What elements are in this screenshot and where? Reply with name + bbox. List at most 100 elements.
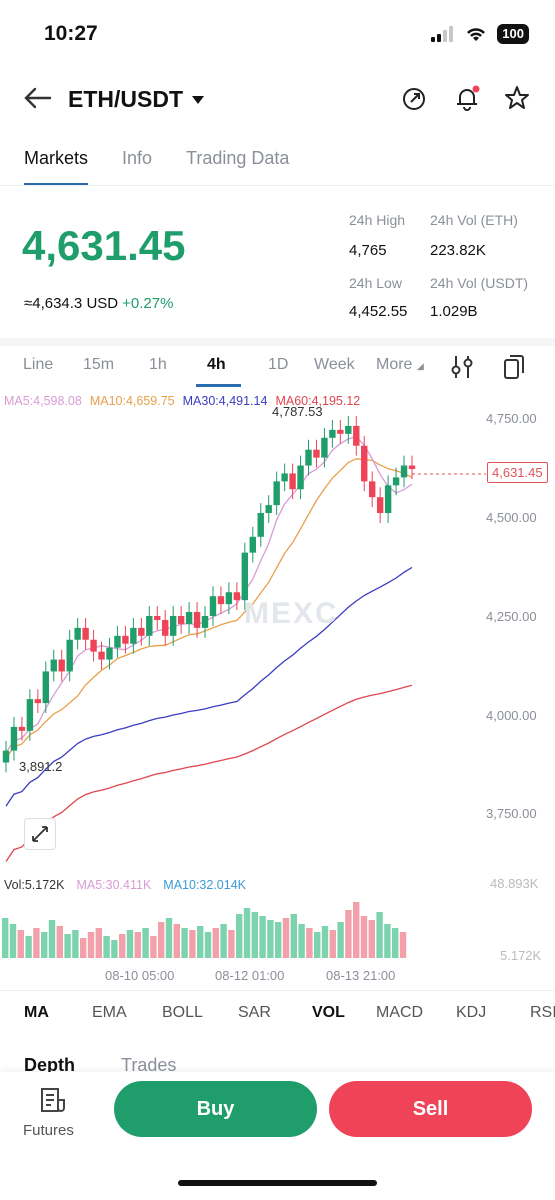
x-tick-3: 08-13 21:00 <box>326 968 396 983</box>
candle-body <box>233 592 241 601</box>
volume-bar <box>306 928 313 958</box>
volume-bar <box>150 936 157 958</box>
candle-body <box>281 473 288 482</box>
home-indicator <box>178 1180 377 1186</box>
bell-icon[interactable] <box>453 84 481 112</box>
tab-trading-data[interactable]: Trading Data <box>186 148 290 168</box>
last-price: 4,631.45 <box>22 222 186 269</box>
ind-ema[interactable]: EMA <box>92 1004 127 1021</box>
volume-bar <box>360 916 368 958</box>
tab-info[interactable]: Info <box>122 148 153 168</box>
tf-line[interactable]: Line <box>23 356 54 373</box>
volume-bar <box>9 924 17 958</box>
ind-macd[interactable]: MACD <box>376 1004 424 1021</box>
indicator-settings-icon[interactable] <box>450 354 474 380</box>
ind-kdj[interactable]: KDJ <box>456 1004 487 1021</box>
vol-usdt-label: 24h Vol (USDT) <box>430 275 529 291</box>
candle-body <box>353 425 360 446</box>
ind-ma[interactable]: MA <box>24 1004 49 1021</box>
vol-usdt-value: 1.029B <box>430 303 478 320</box>
timeframe-bar: Line 15m 1h 4h 1D Week More ◢ <box>0 354 555 386</box>
candle-body <box>217 596 225 605</box>
candle-body <box>408 465 416 470</box>
candle-body <box>169 616 177 636</box>
tf-more[interactable]: More ◢ <box>376 356 424 374</box>
volume-bar <box>17 930 24 958</box>
candle-body <box>114 635 121 648</box>
candlestick-chart[interactable] <box>0 412 555 872</box>
candle-body <box>26 699 34 731</box>
volume-bar <box>314 932 321 958</box>
low-value: 4,452.55 <box>349 303 408 320</box>
volume-bar <box>243 908 251 958</box>
tf-1d[interactable]: 1D <box>268 356 289 373</box>
volume-bar <box>321 926 329 958</box>
volume-bar <box>119 934 126 958</box>
ma10-legend: MA10:4,659.75 <box>89 394 175 408</box>
candle-body <box>130 627 137 644</box>
volume-bar <box>290 914 297 958</box>
volume-bar <box>64 934 71 958</box>
candle-body <box>66 639 73 672</box>
vol-tick-max: 48.893K <box>490 876 539 891</box>
signal-icon <box>431 26 454 42</box>
vol-ma5: MA5:30.411K <box>76 878 152 892</box>
vol-value: Vol:5.172K <box>4 878 65 892</box>
volume-bar <box>142 928 149 958</box>
tf-15m[interactable]: 15m <box>83 356 115 373</box>
page-tabs: Markets Info Trading Data <box>24 148 289 186</box>
wifi-icon <box>467 28 486 41</box>
tf-1h[interactable]: 1h <box>149 356 167 373</box>
candle-body <box>2 750 10 763</box>
tab-markets[interactable]: Markets <box>24 148 89 186</box>
candle-body <box>305 449 312 466</box>
ind-sar[interactable]: SAR <box>238 1004 271 1021</box>
y-tick-4250: 4,250.00 <box>486 609 537 624</box>
tab-trades[interactable]: Trades <box>121 1055 177 1075</box>
volume-bar <box>298 924 305 958</box>
tabs-divider <box>0 185 555 186</box>
high-marker: 4,787.53 <box>272 404 323 419</box>
star-icon[interactable] <box>503 84 531 112</box>
volume-bar <box>87 932 95 958</box>
candle-body <box>273 481 280 506</box>
pair-selector[interactable]: ETH/USDT <box>68 86 205 113</box>
volume-bar <box>181 928 188 958</box>
chart-mode-icon[interactable] <box>502 354 526 380</box>
back-arrow-icon[interactable] <box>22 86 52 110</box>
price-usd-row: ≈4,634.3 USD +0.27% <box>24 295 173 312</box>
ind-vol[interactable]: VOL <box>312 1004 345 1021</box>
candle-body <box>18 726 26 731</box>
candle-body <box>42 671 50 704</box>
volume-bar <box>267 920 274 958</box>
ind-boll[interactable]: BOLL <box>162 1004 203 1021</box>
ind-rsi[interactable]: RSI <box>530 1004 555 1021</box>
vol-eth-value: 223.82K <box>430 242 486 259</box>
tf-week[interactable]: Week <box>314 356 355 373</box>
volume-bar <box>95 928 102 958</box>
tab-depth[interactable]: Depth <box>24 1055 75 1075</box>
futures-label[interactable]: Futures <box>23 1122 74 1139</box>
candle-body <box>98 651 105 660</box>
candle-body <box>313 449 320 458</box>
current-price-tag: 4,631.45 <box>487 462 548 483</box>
low-marker: 3,891.2 <box>19 759 63 774</box>
buy-button[interactable]: Buy <box>114 1081 317 1137</box>
volume-bar <box>376 912 383 958</box>
expand-chart-icon[interactable] <box>24 818 56 850</box>
candle-body <box>257 513 264 537</box>
tf-4h[interactable]: 4h <box>207 356 226 373</box>
volume-bar <box>189 930 196 958</box>
futures-icon[interactable] <box>38 1086 68 1114</box>
candle-body <box>146 616 153 636</box>
volume-bar <box>228 930 235 958</box>
ma30-legend: MA30:4,491.14 <box>182 394 268 408</box>
volume-bar <box>282 918 290 958</box>
volume-bar <box>353 902 360 958</box>
sell-button[interactable]: Sell <box>329 1081 532 1137</box>
candle-body <box>193 612 201 628</box>
volume-bar <box>368 920 375 958</box>
watermark: MEXC <box>244 597 339 630</box>
share-icon[interactable] <box>401 86 427 112</box>
candle-body <box>249 536 256 553</box>
